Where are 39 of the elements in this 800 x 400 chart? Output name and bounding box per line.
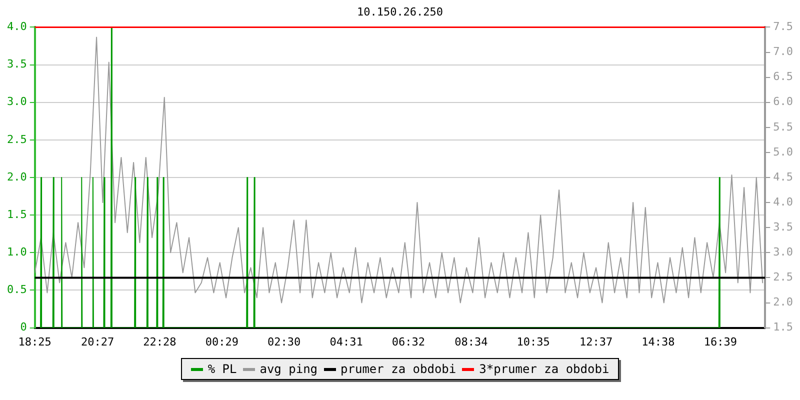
legend-label: % PL bbox=[206, 362, 237, 376]
x-tick-label: 00:29 bbox=[205, 335, 238, 348]
x-tick-label: 08:34 bbox=[454, 335, 488, 348]
legend-label: avg ping bbox=[258, 362, 318, 376]
x-tick-label: 20:27 bbox=[81, 335, 114, 348]
y2-tick-label: 4.5 bbox=[773, 170, 794, 184]
y2-tick-label: 7.0 bbox=[773, 45, 794, 58]
x-tick-label: 16:39 bbox=[704, 335, 737, 348]
x-tick-label: 18:25 bbox=[18, 335, 52, 348]
y2-tick-label: 2.0 bbox=[773, 296, 794, 309]
y-tick-label: 0 bbox=[20, 320, 27, 334]
y2-tick-label: 5.0 bbox=[773, 145, 794, 158]
y2-tick-label: 2.5 bbox=[773, 270, 794, 284]
x-tick-label: 14:38 bbox=[642, 335, 675, 348]
y-tick-label: 3.5 bbox=[6, 58, 27, 71]
legend-label: 3*prumer za obdobi bbox=[478, 362, 610, 376]
y-tick-label: 4.0 bbox=[6, 20, 27, 34]
y-tick-label: 1.5 bbox=[6, 208, 27, 221]
y2-tick-label: 3.5 bbox=[773, 220, 794, 234]
y2-tick-label: 7.5 bbox=[773, 20, 794, 34]
y2-tick-label: 6.0 bbox=[773, 95, 794, 108]
y-tick-label: 2.0 bbox=[6, 170, 27, 184]
legend-label: prumer za obdobi bbox=[340, 362, 456, 376]
y2-tick-label: 6.5 bbox=[773, 70, 794, 84]
x-tick-label: 02:30 bbox=[268, 335, 301, 348]
x-tick-label: 10:35 bbox=[516, 335, 550, 348]
chart-title: 10.150.26.250 bbox=[356, 5, 444, 18]
y2-tick-label: 5.5 bbox=[773, 120, 794, 134]
y2-tick-label: 4.0 bbox=[773, 195, 794, 208]
y2-tick-label: 3.0 bbox=[773, 246, 794, 259]
x-tick-label: 12:37 bbox=[579, 335, 613, 348]
y-tick-label: 3.0 bbox=[6, 95, 27, 108]
y-tick-label: 1.0 bbox=[6, 246, 27, 259]
y-tick-label: 0.5 bbox=[6, 283, 27, 296]
y2-tick-label: 1.5 bbox=[773, 320, 794, 334]
x-tick-label: 04:31 bbox=[330, 335, 363, 348]
y-tick-label: 2.5 bbox=[6, 132, 27, 146]
x-tick-label: 06:32 bbox=[392, 335, 426, 348]
x-tick-label: 22:28 bbox=[143, 335, 176, 348]
